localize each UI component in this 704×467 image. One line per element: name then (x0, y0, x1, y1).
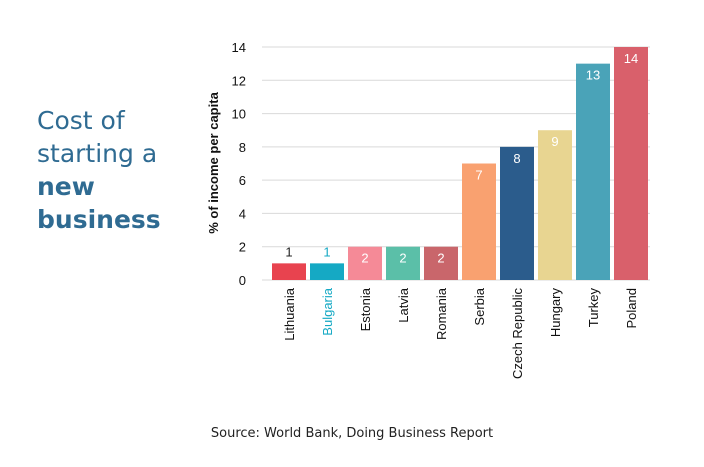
bar (576, 63, 610, 281)
y-tick-label: 10 (232, 107, 246, 122)
chart-title: Cost of starting a new business (37, 104, 161, 236)
y-tick-label: 0 (239, 273, 246, 288)
x-tick-label: Czech Republic (510, 288, 525, 380)
labels: 0 2 4 6 8 10 12 14 1 Lithuania 1 Bulgaria 2 Estonia 2 L… (232, 40, 639, 379)
x-tick-label: Hungary (548, 288, 563, 338)
data-label: 1 (285, 244, 292, 259)
data-label: 2 (399, 251, 406, 266)
bar (462, 163, 496, 280)
x-tick-label: Poland (624, 288, 639, 328)
bar (348, 246, 382, 280)
y-tick-label: 14 (232, 40, 246, 55)
x-tick-label: Estonia (358, 287, 373, 331)
y-tick-label: 4 (239, 206, 246, 221)
data-label: 7 (475, 168, 482, 183)
y-tick-label: 8 (239, 140, 246, 155)
y-tick-label: 6 (239, 173, 246, 188)
bars (272, 47, 648, 281)
x-tick-label: Lithuania (282, 287, 297, 341)
y-axis-label: % of income per capita (206, 91, 221, 233)
data-label: 8 (513, 151, 520, 166)
title-line-1: Cost of (37, 106, 125, 135)
x-tick-label: Bulgaria (320, 287, 335, 335)
title-line-2: starting a (37, 139, 158, 168)
bar (272, 263, 306, 280)
y-tick-label: 12 (232, 73, 246, 88)
title-line-4: business (37, 205, 161, 234)
y-tick-label: 2 (239, 240, 246, 255)
x-tick-label: Turkey (586, 288, 601, 328)
bar (614, 47, 648, 280)
x-tick-label: Romania (434, 287, 449, 340)
title-line-3: new (37, 172, 95, 201)
x-tick-label: Latvia (396, 287, 411, 322)
bar (500, 146, 534, 280)
bar (424, 246, 458, 280)
bar (310, 263, 344, 280)
data-label: 13 (586, 68, 600, 83)
bar (386, 246, 420, 280)
data-label: 9 (551, 134, 558, 149)
source-note: Source: World Bank, Doing Business Repor… (210, 426, 494, 441)
data-label: 2 (361, 251, 368, 266)
data-label: 14 (624, 51, 638, 66)
data-label: 1 (323, 244, 330, 259)
bar (538, 130, 572, 280)
x-tick-label: Serbia (472, 287, 487, 325)
data-label: 2 (437, 251, 444, 266)
